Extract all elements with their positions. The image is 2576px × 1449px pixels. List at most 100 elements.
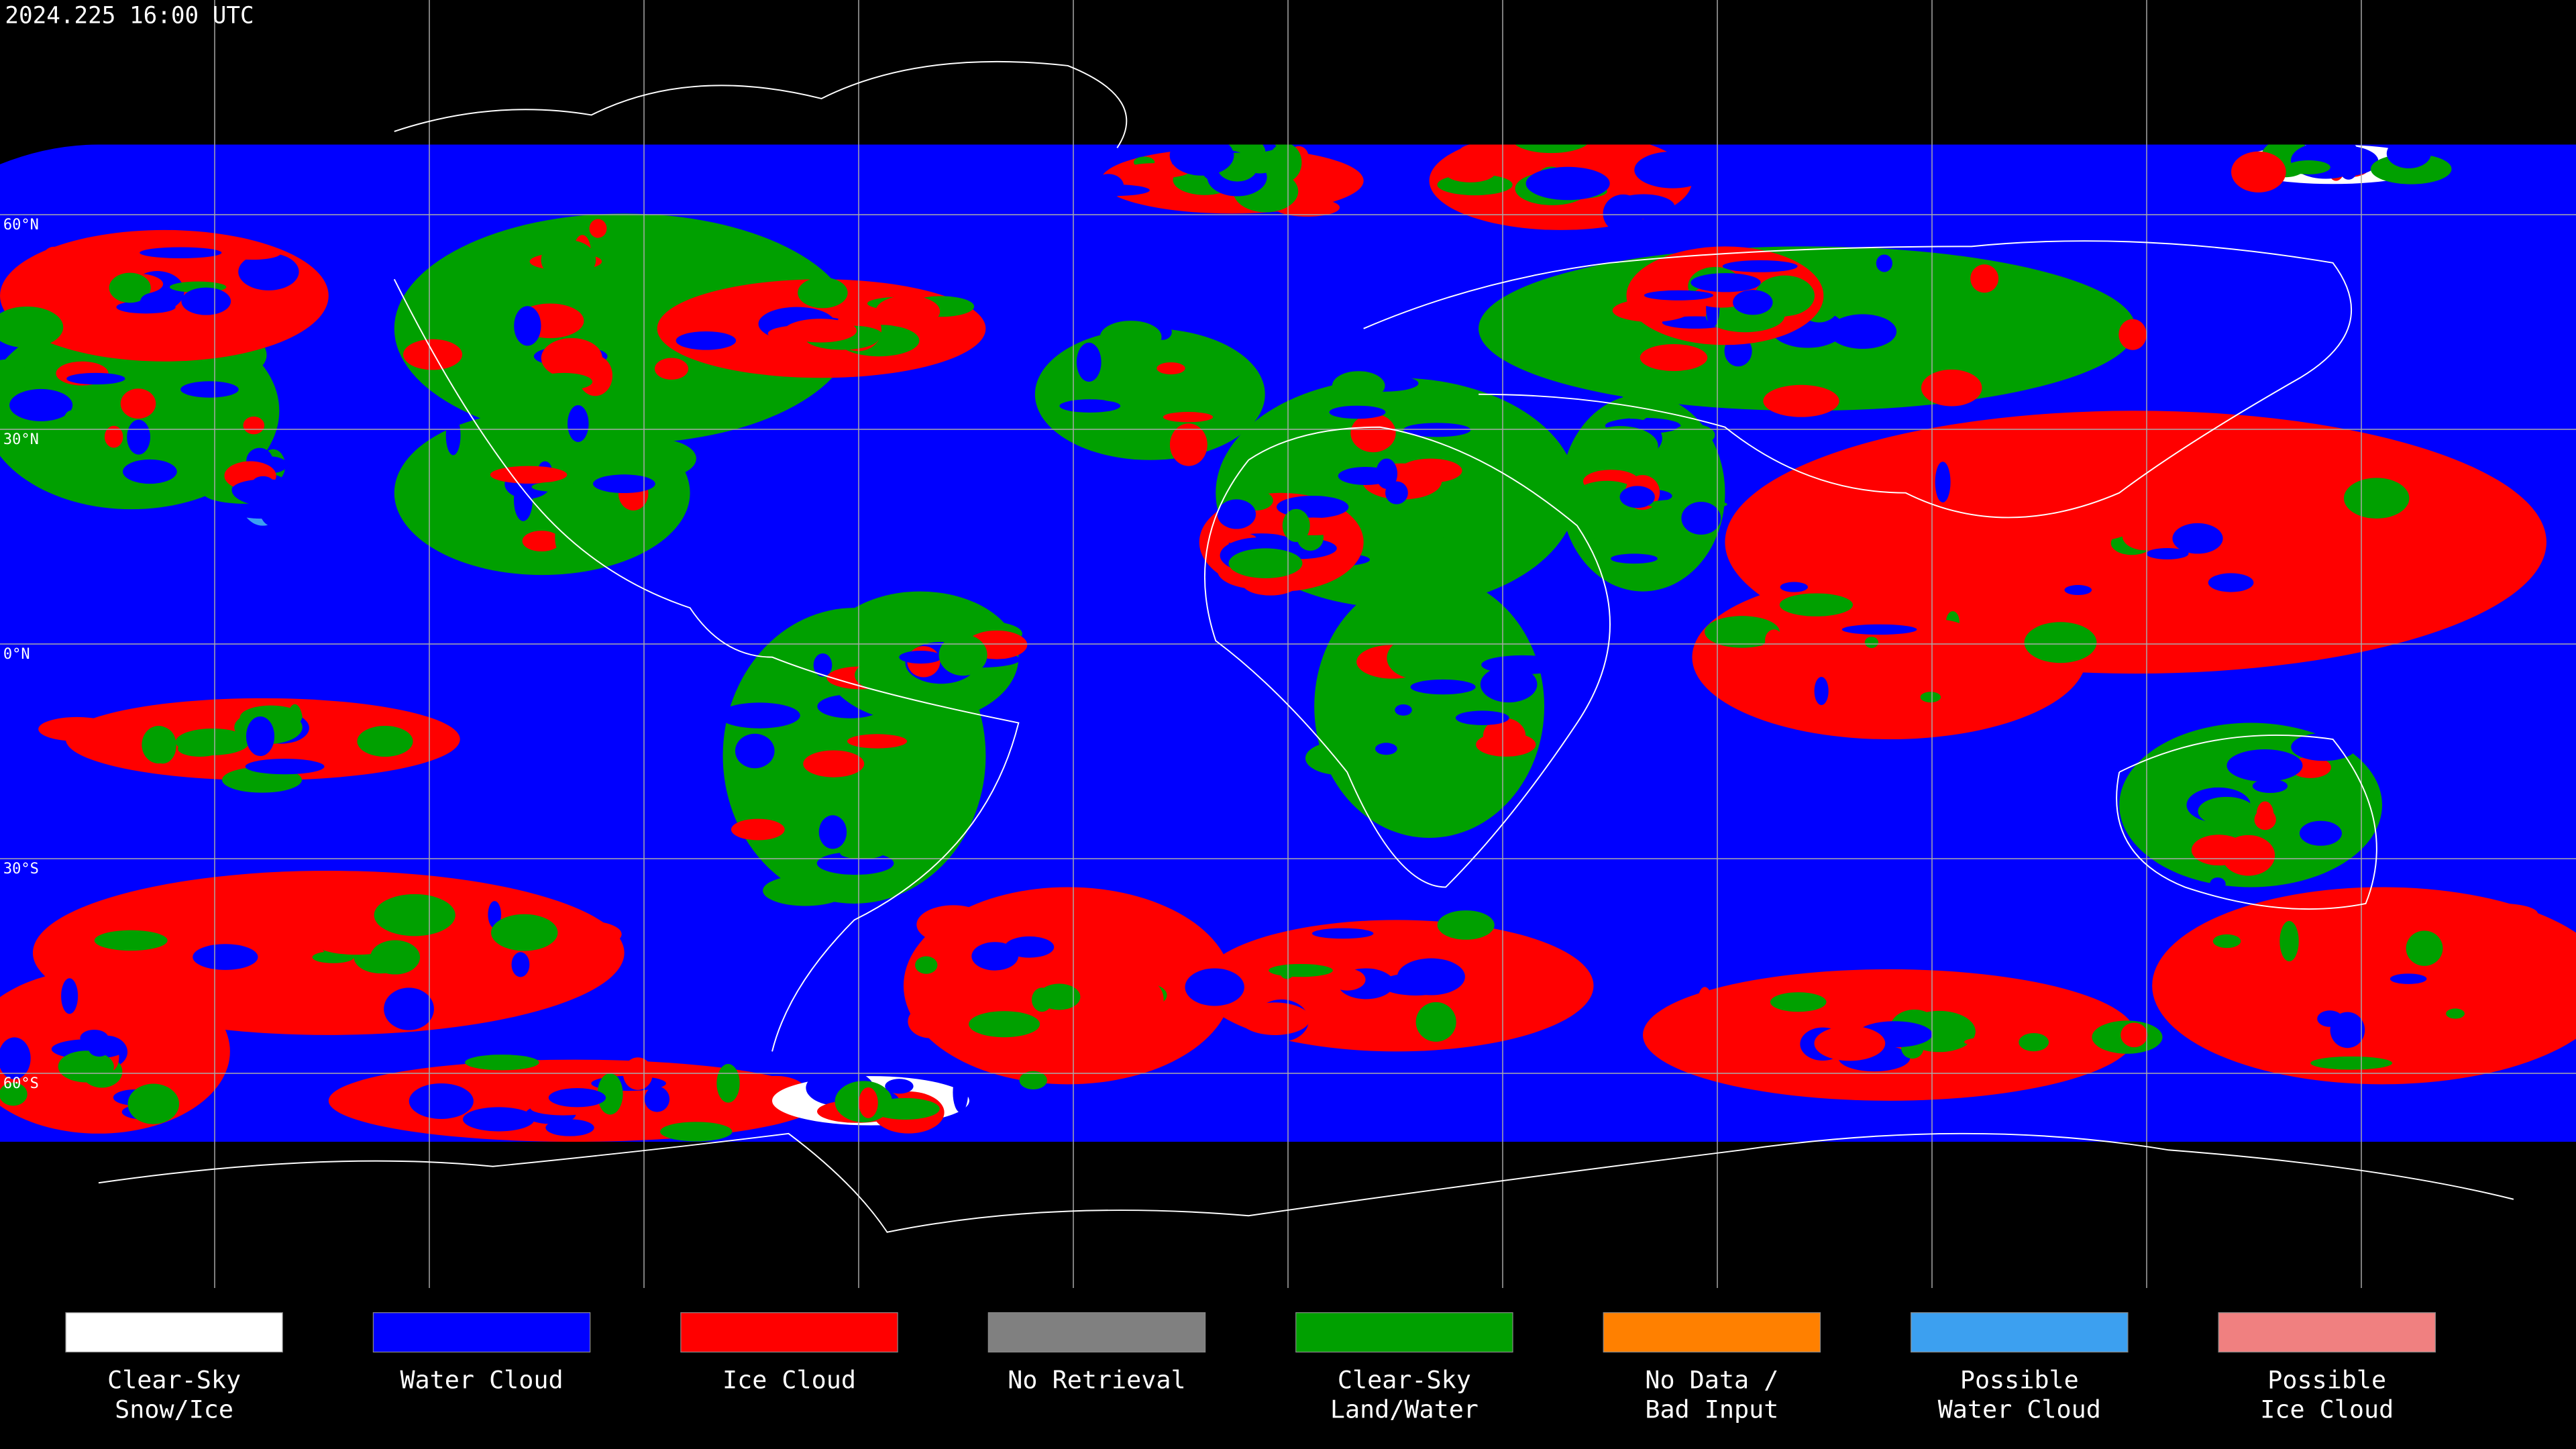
cloud-fleck [1445, 162, 1495, 182]
cloud-fleck [855, 661, 904, 690]
legend-swatch [2218, 1312, 2436, 1353]
legend-swatch [65, 1312, 283, 1353]
cloud-fleck [399, 480, 481, 503]
cloud-fleck [2137, 773, 2165, 810]
cloud-fleck [2198, 796, 2255, 826]
cloud-fleck [1622, 380, 1653, 422]
cloud-fleck [2406, 930, 2443, 966]
legend-label: Ice Cloud [2260, 1395, 2394, 1424]
cloud-fleck [1410, 679, 1476, 695]
cloud-fleck [2208, 573, 2254, 592]
legend-label: Land/Water [1330, 1395, 1479, 1424]
cloud-fleck [193, 944, 258, 970]
cloud-fleck [127, 1083, 180, 1124]
cloud-fleck [1864, 637, 1879, 648]
cloud-fleck [654, 358, 689, 380]
cloud-fleck [555, 520, 572, 555]
legend-label: Possible [1960, 1365, 2079, 1394]
cloud-fleck [1332, 371, 1385, 400]
cloud-fleck [2343, 478, 2410, 519]
cloud-fleck [1455, 710, 1509, 725]
cloud-fleck [1187, 377, 1222, 405]
cloud-fleck [1814, 676, 1829, 706]
cloud-fleck [120, 388, 156, 419]
legend-swatch [372, 1312, 591, 1353]
cloud-fleck [545, 1119, 594, 1136]
cloud-fleck [1380, 973, 1452, 996]
cloud-fleck [567, 405, 589, 442]
cloud-fleck [1672, 424, 1715, 446]
cloud-fleck [2245, 906, 2266, 946]
cloud-fleck [1269, 144, 1302, 182]
cloud-fleck [2146, 547, 2189, 559]
cloud-fleck [104, 425, 123, 448]
cloud-fleck [1311, 928, 1374, 939]
cloud-fleck [784, 319, 857, 343]
latitude-label: 30°N [3, 431, 39, 448]
cloud-fleck [2317, 1010, 2343, 1027]
legend-label: Water Cloud [400, 1365, 563, 1394]
cloud-fleck [1920, 692, 1941, 703]
cloud-fleck [409, 1083, 474, 1119]
cloud-fleck [1480, 666, 1538, 703]
cloud-fleck [1329, 405, 1386, 419]
cloud-fleck [1733, 290, 1773, 315]
cloud-fleck [953, 1072, 969, 1113]
cloud-fleck [541, 239, 596, 280]
cloud-fleck [1780, 582, 1809, 592]
cloud-fleck [1603, 194, 1644, 233]
cloud-fleck [1305, 741, 1376, 775]
cloud-fleck [813, 653, 833, 677]
cloud-fleck [1438, 938, 1497, 959]
cloud-fleck [127, 419, 151, 455]
cloud-fleck [1375, 743, 1397, 755]
legend-label: Clear-Sky [107, 1365, 241, 1394]
cloud-fleck [859, 1087, 878, 1118]
cloud-fleck [430, 989, 466, 1018]
cloud-fleck [9, 388, 73, 421]
cloud-fleck [1761, 635, 1817, 666]
cloud-fleck [1572, 480, 1642, 516]
cloud-fleck [2252, 779, 2288, 794]
cloud-fleck [1329, 968, 1366, 991]
cloud-fleck [1387, 637, 1445, 679]
cloud-fleck [1228, 548, 1303, 578]
cloud-fleck [2019, 1032, 2049, 1052]
cloud-fleck [231, 504, 296, 519]
cloud-fleck [597, 1073, 623, 1115]
cloud-fleck [2143, 531, 2174, 547]
cloud-fleck [1163, 411, 1214, 423]
cloud-fleck [465, 1055, 539, 1071]
cloud-fleck [1099, 392, 1173, 403]
cloud-fleck [140, 292, 166, 311]
cloud-fleck [847, 734, 908, 749]
cloud-fleck [2212, 934, 2241, 949]
cloud-fleck [2121, 1022, 2148, 1048]
cloud-fleck [2064, 585, 2092, 596]
cloud-fleck [109, 272, 151, 303]
cloud-fleck [1051, 1017, 1081, 1052]
cloud-fleck [1437, 910, 1495, 940]
cloud-fleck [491, 914, 558, 951]
cloud-fleck [969, 1011, 1040, 1038]
cloud-fleck [488, 901, 502, 928]
cloud-fleck [2279, 920, 2299, 962]
cloud-fleck [245, 759, 325, 775]
cloud-fleck [1121, 163, 1191, 178]
cloud-fleck [1338, 467, 1393, 486]
cloud-fleck [1970, 264, 1999, 293]
cloud-fleck [374, 894, 455, 936]
cloud-fleck [181, 287, 231, 315]
cloud-fleck [38, 716, 116, 741]
cloud-fleck [149, 727, 176, 764]
coastline [393, 278, 1020, 1052]
cloud-fleck [1959, 320, 2031, 351]
cloud-fleck [660, 1122, 733, 1142]
cloud-fleck [246, 716, 275, 757]
cloud-fleck [803, 750, 865, 777]
cloud-fleck [763, 875, 848, 906]
cloud-fleck [798, 277, 848, 309]
latitude-label: 60°S [3, 1075, 39, 1092]
cloud-fleck [1031, 987, 1053, 1012]
